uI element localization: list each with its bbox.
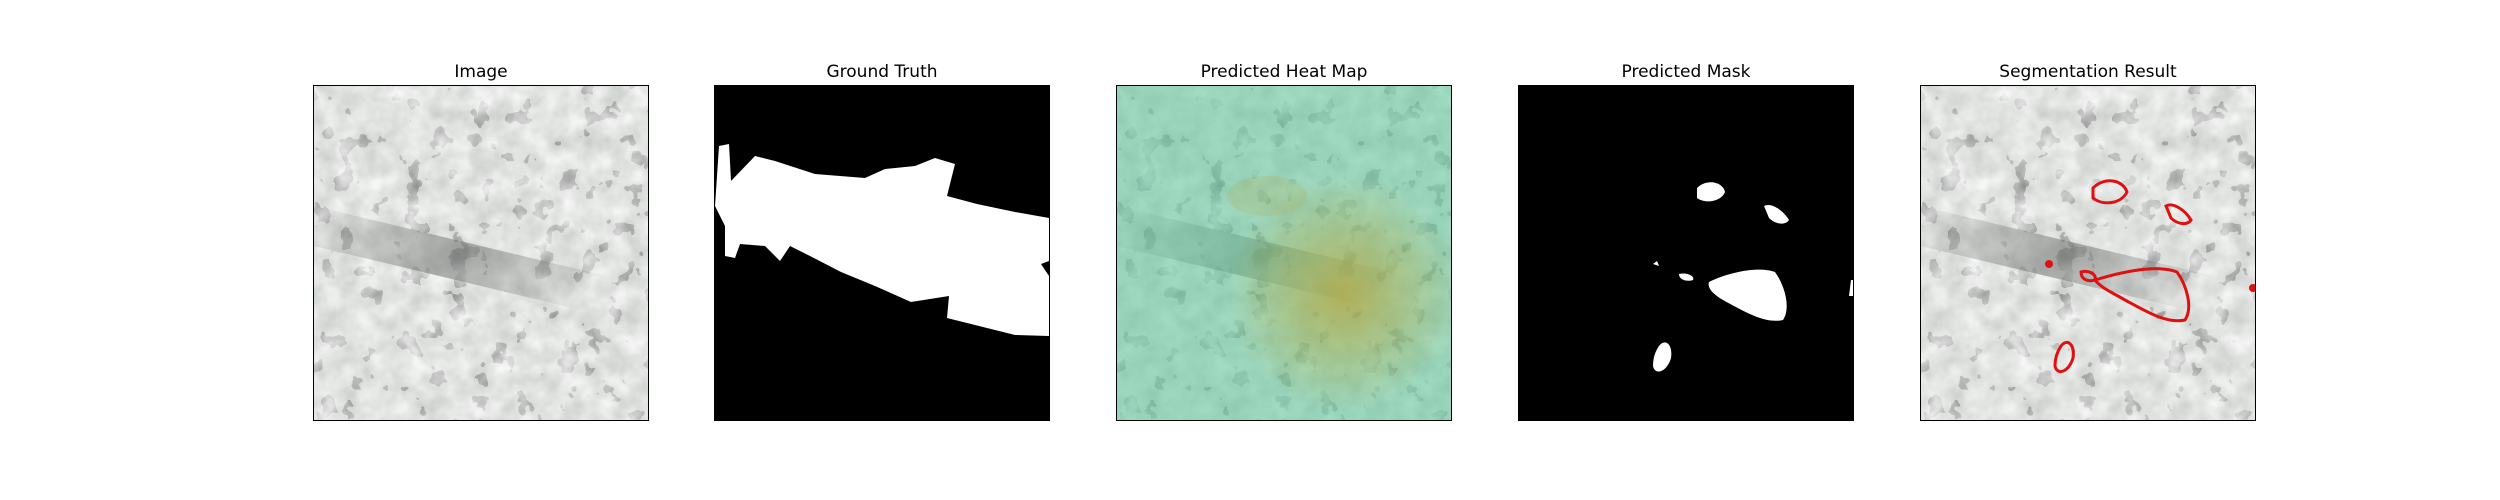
predicted-blob bbox=[1764, 204, 1789, 224]
predicted-blob bbox=[1708, 269, 1787, 321]
segmentation-result bbox=[1920, 85, 2256, 421]
panel-title: Ground Truth bbox=[826, 62, 938, 82]
panel-heat-map: Predicted Heat Map bbox=[1116, 60, 1452, 421]
panel-title: Predicted Heat Map bbox=[1200, 62, 1368, 82]
predicted-blob bbox=[1849, 280, 1853, 296]
predicted-blob bbox=[1653, 261, 1659, 266]
ground-truth-region bbox=[715, 144, 1049, 336]
predicted-blob bbox=[1653, 342, 1672, 372]
aerial-image bbox=[313, 85, 649, 421]
contour-dot bbox=[2249, 284, 2255, 292]
panel-title: Predicted Mask bbox=[1621, 62, 1751, 82]
ground-truth-mask bbox=[714, 85, 1050, 421]
panel-image: Image bbox=[313, 60, 649, 421]
contour bbox=[2053, 341, 2075, 374]
predicted-mask bbox=[1518, 85, 1854, 421]
panel-title: Image bbox=[454, 62, 508, 82]
panel-ground-truth: Ground Truth bbox=[714, 60, 1050, 421]
panel-predicted-mask: Predicted Mask bbox=[1518, 60, 1854, 421]
panel-segmentation-result: Segmentation Result bbox=[1920, 60, 2256, 421]
contour-dot bbox=[2045, 260, 2053, 268]
heat-map bbox=[1116, 85, 1452, 421]
contour bbox=[2092, 267, 2191, 323]
panel-title: Segmentation Result bbox=[1999, 62, 2177, 82]
contour bbox=[2091, 179, 2129, 205]
predicted-blob bbox=[1697, 182, 1725, 202]
predicted-blob bbox=[1679, 273, 1694, 281]
contour bbox=[2164, 203, 2193, 226]
